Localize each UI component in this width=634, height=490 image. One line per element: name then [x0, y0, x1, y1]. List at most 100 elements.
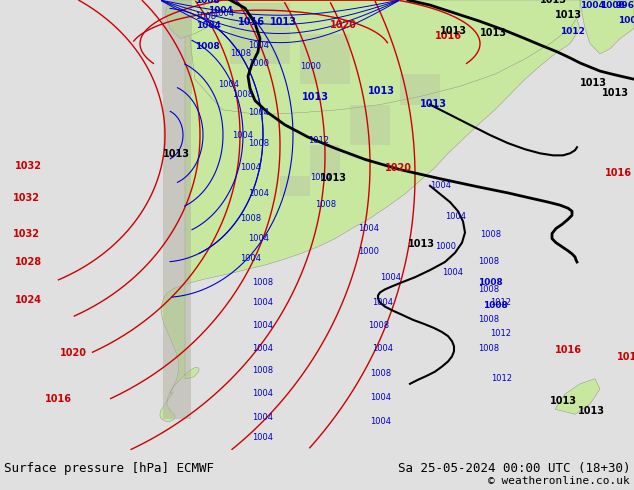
- Text: 1008: 1008: [483, 301, 508, 310]
- Text: 1012: 1012: [490, 298, 511, 307]
- Text: 1004: 1004: [248, 108, 269, 117]
- Text: 1004: 1004: [196, 22, 221, 30]
- Polygon shape: [165, 0, 215, 39]
- Polygon shape: [555, 379, 600, 414]
- Text: 1004: 1004: [580, 1, 605, 10]
- Polygon shape: [580, 0, 634, 54]
- Text: 1008: 1008: [478, 278, 503, 287]
- Text: 1004: 1004: [380, 273, 401, 282]
- Text: 1000: 1000: [300, 62, 321, 71]
- Bar: [350, 104, 390, 145]
- Text: 1008: 1008: [370, 369, 391, 378]
- Bar: [280, 175, 310, 196]
- Text: 1004: 1004: [248, 41, 269, 50]
- Text: 1000: 1000: [248, 59, 269, 69]
- Text: 1008: 1008: [240, 214, 261, 223]
- Text: 1004: 1004: [358, 224, 379, 233]
- Text: 1004: 1004: [213, 9, 234, 18]
- Text: 1012: 1012: [308, 136, 329, 145]
- Text: 1013: 1013: [440, 25, 467, 35]
- Text: Sa 25-05-2024 00:00 UTC (18+30): Sa 25-05-2024 00:00 UTC (18+30): [398, 462, 630, 475]
- Text: 1028: 1028: [15, 257, 42, 267]
- Text: 1004: 1004: [372, 298, 393, 307]
- Text: 1008: 1008: [478, 316, 499, 324]
- Text: 1016: 1016: [435, 30, 462, 41]
- Text: 1004: 1004: [240, 254, 261, 264]
- Text: 1004: 1004: [208, 6, 233, 15]
- Text: 1008: 1008: [248, 139, 269, 147]
- Text: 1012: 1012: [490, 329, 511, 338]
- Text: 1013: 1013: [320, 173, 347, 183]
- Text: 1004: 1004: [232, 130, 253, 140]
- Bar: [163, 196, 191, 328]
- Text: 1008: 1008: [478, 257, 499, 267]
- Text: 1013: 1013: [555, 10, 582, 20]
- Text: 1004: 1004: [248, 190, 269, 198]
- Text: 1013: 1013: [602, 89, 629, 98]
- Bar: [400, 74, 440, 104]
- Text: 1004: 1004: [252, 413, 273, 422]
- Text: 1004: 1004: [370, 392, 391, 401]
- Text: 1032: 1032: [13, 228, 40, 239]
- Text: 1013: 1013: [480, 27, 507, 38]
- Text: 1024: 1024: [15, 294, 42, 305]
- Text: 1004: 1004: [310, 173, 331, 182]
- Text: 1008: 1008: [195, 0, 220, 5]
- Bar: [162, 0, 192, 95]
- Text: 1013: 1013: [163, 149, 190, 159]
- Text: 1013: 1013: [580, 78, 607, 88]
- Text: 1008: 1008: [480, 230, 501, 239]
- Text: 1008: 1008: [478, 344, 499, 353]
- Text: 1008: 1008: [315, 199, 336, 209]
- Text: 1020: 1020: [330, 21, 357, 30]
- Text: 1004: 1004: [240, 163, 261, 172]
- Text: 1000: 1000: [435, 242, 456, 251]
- Text: 1008: 1008: [252, 278, 273, 287]
- Polygon shape: [160, 0, 580, 421]
- Text: 1004: 1004: [252, 321, 273, 330]
- Text: 1004: 1004: [445, 212, 466, 221]
- Text: 1020: 1020: [385, 163, 412, 172]
- Text: 1004: 1004: [442, 268, 463, 277]
- Text: 1032: 1032: [13, 193, 40, 203]
- Text: 1004: 1004: [372, 344, 393, 353]
- Text: 1008: 1008: [230, 49, 251, 58]
- Bar: [230, 3, 290, 64]
- Text: 1004: 1004: [370, 417, 391, 426]
- Text: 1012: 1012: [560, 26, 585, 35]
- Text: 1008: 1008: [195, 42, 220, 51]
- Text: Surface pressure [hPa] ECMWF: Surface pressure [hPa] ECMWF: [4, 462, 214, 475]
- Text: 1016: 1016: [555, 345, 582, 355]
- Text: 1004: 1004: [248, 234, 269, 243]
- Text: 1013: 1013: [420, 98, 447, 109]
- Text: 1008: 1008: [232, 90, 253, 99]
- Text: 1013: 1013: [408, 239, 435, 249]
- Text: 1016: 1016: [617, 352, 634, 363]
- Text: 1008: 1008: [618, 16, 634, 25]
- Text: 1016: 1016: [605, 168, 632, 178]
- Text: 1000: 1000: [358, 247, 379, 256]
- Text: 1004: 1004: [430, 181, 451, 190]
- Bar: [300, 33, 350, 84]
- Text: 1013: 1013: [270, 17, 297, 27]
- Text: 1008: 1008: [368, 321, 389, 330]
- Text: 1013: 1013: [550, 396, 577, 406]
- Text: 1012: 1012: [491, 374, 512, 383]
- Text: 1004: 1004: [252, 298, 273, 307]
- Text: 996: 996: [615, 1, 634, 10]
- Text: 1004: 1004: [252, 390, 273, 398]
- Text: 1013: 1013: [368, 86, 395, 97]
- Text: 1000: 1000: [600, 1, 624, 10]
- Text: 1004: 1004: [218, 80, 239, 89]
- Text: 1013: 1013: [302, 92, 329, 101]
- Text: 1004: 1004: [252, 433, 273, 442]
- Text: 1016: 1016: [45, 394, 72, 404]
- Bar: [163, 328, 191, 419]
- Text: 1013: 1013: [578, 406, 605, 416]
- Text: 1004: 1004: [252, 344, 273, 353]
- Text: 1013: 1013: [540, 0, 567, 5]
- Bar: [163, 95, 191, 196]
- Bar: [310, 145, 340, 175]
- Text: © weatheronline.co.uk: © weatheronline.co.uk: [488, 476, 630, 486]
- Text: 1008: 1008: [478, 285, 499, 294]
